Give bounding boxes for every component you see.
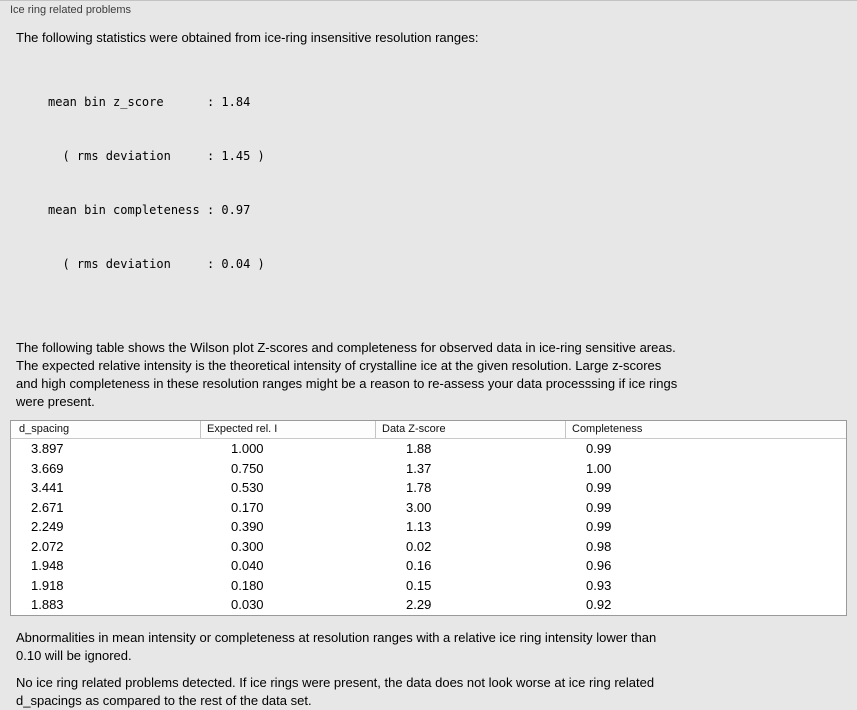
description-line: The expected relative intensity is the t…: [16, 358, 662, 373]
table-cell: 0.98: [586, 538, 612, 554]
panel-title: Ice ring related problems: [10, 4, 132, 16]
table-cell: 0.170: [231, 499, 264, 515]
table-cell: 2.671: [31, 499, 64, 515]
table-cell: 0.02: [406, 538, 432, 554]
table-row[interactable]: 2.671 0.170 3.00 0.99: [11, 498, 846, 518]
table-cell: 3.441: [31, 480, 64, 495]
table-row[interactable]: 3.897 1.000 1.88 0.99: [11, 439, 846, 459]
table-cell: 1.78: [406, 480, 432, 495]
column-header-data-z-score[interactable]: Data Z-score: [376, 421, 566, 438]
table-cell: 0.99: [586, 519, 612, 534]
ice-ring-table[interactable]: d_spacing Expected rel. I Data Z-score C…: [10, 420, 847, 616]
table-cell: 1.000: [231, 441, 264, 456]
table-row[interactable]: 3.441 0.530 1.78 0.99: [11, 478, 846, 498]
table-row[interactable]: 3.669 0.750 1.37 1.00: [11, 459, 846, 479]
stats-line: mean bin z_score : 1.84: [48, 95, 251, 109]
stats-line: ( rms deviation : 1.45 ): [48, 149, 265, 163]
conclusion-line: No ice ring related problems detected. I…: [16, 675, 655, 690]
table-cell: 0.96: [586, 558, 612, 573]
table-body: 3.897 1.000 1.88 0.99 3.669 0.750 1.37 1.00 3.44…: [11, 439, 846, 615]
note-line: 0.10 will be ignored.: [16, 648, 132, 663]
table-cell: 3.897: [31, 441, 64, 456]
table-cell: 0.99: [586, 480, 612, 495]
description-line: The following table shows the Wilson plo…: [16, 340, 676, 355]
table-cell: 0.99: [586, 441, 612, 456]
description-text: The following table shows the Wilson plo…: [16, 339, 847, 411]
table-cell: 0.530: [231, 480, 264, 495]
table-cell: 0.030: [231, 597, 264, 612]
stats-line: ( rms deviation : 0.04 ): [48, 257, 265, 271]
table-cell: 3.669: [31, 460, 64, 476]
table-cell: 3.00: [406, 499, 432, 515]
table-cell: 2.072: [31, 538, 64, 554]
description-line: were present.: [16, 394, 95, 409]
description-line: and high completeness in these resolutio…: [16, 376, 678, 391]
conclusion-line: d_spacings as compared to the rest of th…: [16, 693, 312, 708]
table-cell: 0.390: [231, 519, 264, 534]
table-row[interactable]: 1.948 0.040 0.16 0.96: [11, 556, 846, 576]
table-cell: 1.37: [406, 460, 432, 476]
table-cell: 1.00: [586, 460, 612, 476]
table-row[interactable]: 1.918 0.180 0.15 0.93: [11, 576, 846, 596]
conclusion-text: No ice ring related problems detected. I…: [16, 674, 847, 710]
table-cell: 1.88: [406, 441, 432, 456]
table-cell: 0.180: [231, 577, 264, 593]
table-cell: 0.750: [231, 460, 264, 476]
intro-text: The following statistics were obtained f…: [16, 30, 479, 45]
table-cell: 0.040: [231, 558, 264, 573]
column-header-completeness[interactable]: Completeness: [572, 423, 643, 435]
table-cell: 1.948: [31, 558, 64, 573]
column-header-d-spacing[interactable]: d_spacing: [11, 421, 201, 438]
table-cell: 0.93: [586, 577, 612, 593]
table-cell: 1.918: [31, 577, 64, 593]
table-cell: 0.15: [406, 577, 432, 593]
table-row[interactable]: 2.249 0.390 1.13 0.99: [11, 517, 846, 537]
stats-block: mean bin z_score : 1.84 ( rms deviation …: [48, 57, 847, 309]
stats-line: mean bin completeness : 0.97: [48, 203, 251, 217]
table-header: d_spacing Expected rel. I Data Z-score C…: [11, 421, 846, 439]
panel-content: The following statistics were obtained f…: [0, 29, 857, 710]
table-cell: 0.92: [586, 597, 612, 612]
note-line: Abnormalities in mean intensity or compl…: [16, 630, 657, 645]
table-row[interactable]: 1.883 0.030 2.29 0.92: [11, 595, 846, 615]
table-cell: 0.16: [406, 558, 432, 573]
column-header-expected-rel-i[interactable]: Expected rel. I: [201, 421, 376, 438]
table-cell: 1.13: [406, 519, 432, 534]
note-text: Abnormalities in mean intensity or compl…: [16, 629, 847, 665]
table-cell: 0.300: [231, 538, 264, 554]
table-cell: 2.29: [406, 597, 432, 612]
table-cell: 0.99: [586, 499, 612, 515]
table-row[interactable]: 2.072 0.300 0.02 0.98: [11, 537, 846, 557]
table-cell: 2.249: [31, 519, 64, 534]
table-cell: 1.883: [31, 597, 64, 612]
